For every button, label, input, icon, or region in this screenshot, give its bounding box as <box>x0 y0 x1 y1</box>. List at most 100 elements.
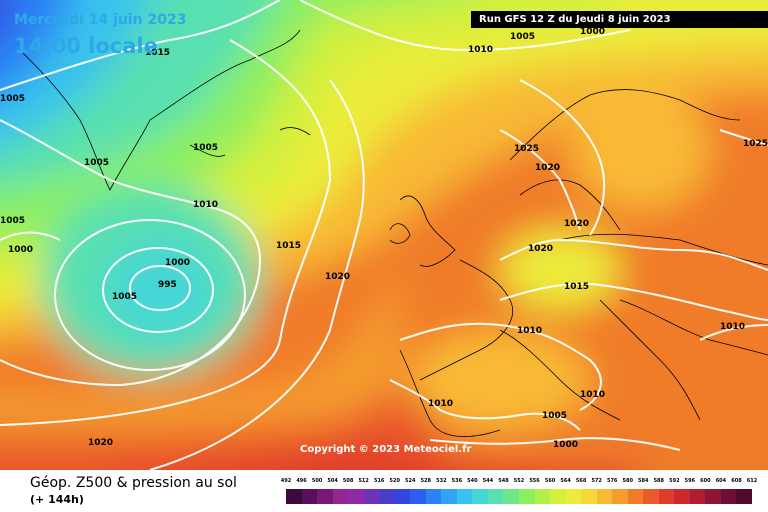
legend-footer: Géop. Z500 & pression au sol (+ 144h) 49… <box>0 470 768 512</box>
colorbar-tick-label: 516 <box>373 478 385 484</box>
colorbar-swatch <box>487 489 504 504</box>
forecast-time: 14:00 locale <box>14 34 158 58</box>
colorbar-tick-label: 552 <box>513 478 525 484</box>
colorbar-tick-label: 572 <box>591 478 602 484</box>
coastlines <box>19 29 768 437</box>
colorbar-swatch <box>317 489 333 504</box>
isobar-label: 1025 <box>743 139 768 149</box>
colorbar-tick-label: 500 <box>311 478 323 484</box>
colorbar-tick-label: 556 <box>529 478 540 484</box>
colorbar-swatch <box>441 489 457 504</box>
isobar-label: 1005 <box>542 411 567 421</box>
colorbar-tick-label: 548 <box>498 478 509 484</box>
isobar-label: 1015 <box>276 241 301 251</box>
colorbar-swatch <box>472 489 488 504</box>
colorbar-swatch <box>410 489 426 504</box>
colorbar-tick-label: 604 <box>715 478 727 484</box>
colorbar-tick-label: 504 <box>327 478 338 484</box>
colorbar-tick-label: 580 <box>622 478 633 484</box>
legend-title: Géop. Z500 & pression au sol <box>30 475 237 491</box>
isobar-label: 1005 <box>84 158 109 168</box>
isobar-label: 1000 <box>165 258 190 268</box>
colorbar-tick-label: 540 <box>467 478 478 484</box>
copyright-text: Copyright © 2023 Meteociel.fr <box>300 444 472 455</box>
colorbar-swatch <box>348 489 364 504</box>
colorbar-tick-label: 492 <box>280 478 292 484</box>
colorbar-swatch <box>581 489 597 504</box>
isobar-label: 1020 <box>88 438 113 448</box>
colorbar-tick-label: 528 <box>420 478 432 484</box>
isobar-label: 1010 <box>428 399 453 409</box>
colorbar-swatch <box>674 489 690 504</box>
isobar-label: 1025 <box>514 144 539 154</box>
isobar-label: 1020 <box>325 272 350 282</box>
isobar-labels: 1015 1010 1005 1000 1005 1005 1005 1010 1005 1000… <box>0 27 768 450</box>
colorbar-tick-label: 512 <box>358 478 369 484</box>
colorbar-tick-label: 608 <box>731 478 742 484</box>
colorbar-tick-label: 520 <box>389 478 400 484</box>
colorbar-tick-label: 600 <box>700 478 711 484</box>
isobar-label: 1005 <box>0 216 25 226</box>
colorbar-swatch <box>705 489 721 504</box>
isobar-label: 1005 <box>0 94 25 104</box>
isobar-label: 1020 <box>528 244 553 254</box>
legend-subtitle: (+ 144h) <box>30 493 84 506</box>
colorbar-tick-label: 576 <box>606 478 618 484</box>
colorbar-swatch <box>565 489 582 504</box>
colorbar-swatch <box>612 489 628 504</box>
colorbar-ticks: 492 496 500 504 508 512 516 520 524 528 532 536 540 5… <box>281 478 757 487</box>
isobar-label: 1005 <box>112 292 137 302</box>
colorbar-swatch <box>286 489 302 504</box>
colorbar-swatch <box>301 489 318 504</box>
colorbar-swatch <box>596 489 613 504</box>
colorbar-tick-label: 584 <box>638 478 649 484</box>
isobar-label: 1010 <box>580 390 605 400</box>
colorbar-tick-label: 592 <box>669 478 680 484</box>
isobar-label: 1015 <box>564 282 589 292</box>
colorbar-swatch <box>736 489 752 504</box>
isobar-label: 1000 <box>553 440 578 450</box>
map-canvas: 1015 1010 1005 1000 1005 1005 1005 1010 1005 1000… <box>0 0 768 470</box>
isobar-label: 1010 <box>517 326 542 336</box>
isobar-label: 1010 <box>720 322 745 332</box>
colorbar-swatch <box>363 489 380 504</box>
colorbar-tick-label: 568 <box>575 478 587 484</box>
geopotential-field <box>0 0 768 470</box>
colorbar-swatch <box>379 489 395 504</box>
colorbar-swatch <box>643 489 659 504</box>
isobar-label: 1020 <box>535 163 560 173</box>
colorbar-tick-label: 536 <box>451 478 463 484</box>
colorbar-swatch <box>550 489 566 504</box>
colorbar-tick-label: 588 <box>653 478 665 484</box>
colorbar-tick-label: 544 <box>482 478 494 484</box>
isobar-label: 1010 <box>468 45 493 55</box>
colorbar-tick-label: 524 <box>405 478 416 484</box>
isobar-label: 1005 <box>193 143 218 153</box>
colorbar-swatch <box>518 489 535 504</box>
isobar-label: 1000 <box>8 245 33 255</box>
colorbar-swatch <box>689 489 706 504</box>
isobar-label: 1005 <box>510 32 535 42</box>
isobar-label: 1015 <box>145 48 170 58</box>
colorbar-swatch <box>627 489 644 504</box>
colorbar-swatch <box>534 489 551 504</box>
colorbar-swatch <box>503 489 519 504</box>
run-info-banner: Run GFS 12 Z du Jeudi 8 juin 2023 <box>471 11 768 28</box>
isobar-label: 995 <box>158 280 177 290</box>
colorbar-tick-label: 496 <box>296 478 307 484</box>
colorbar <box>286 489 752 504</box>
colorbar-swatch <box>332 489 349 504</box>
colorbar-swatch <box>658 489 675 504</box>
colorbar-swatch <box>394 489 411 504</box>
colorbar-tick-label: 532 <box>436 478 447 484</box>
colorbar-swatch <box>720 489 737 504</box>
colorbar-tick-label: 612 <box>746 478 758 484</box>
isobars-lines <box>0 0 768 470</box>
colorbar-tick-label: 596 <box>684 478 696 484</box>
colorbar-tick-label: 508 <box>342 478 354 484</box>
forecast-date: Mercredi 14 juin 2023 <box>14 12 187 28</box>
isobar-label: 1020 <box>564 219 589 229</box>
colorbar-swatch <box>456 489 473 504</box>
isobar-label: 1000 <box>580 27 605 37</box>
colorbar-swatch <box>425 489 442 504</box>
